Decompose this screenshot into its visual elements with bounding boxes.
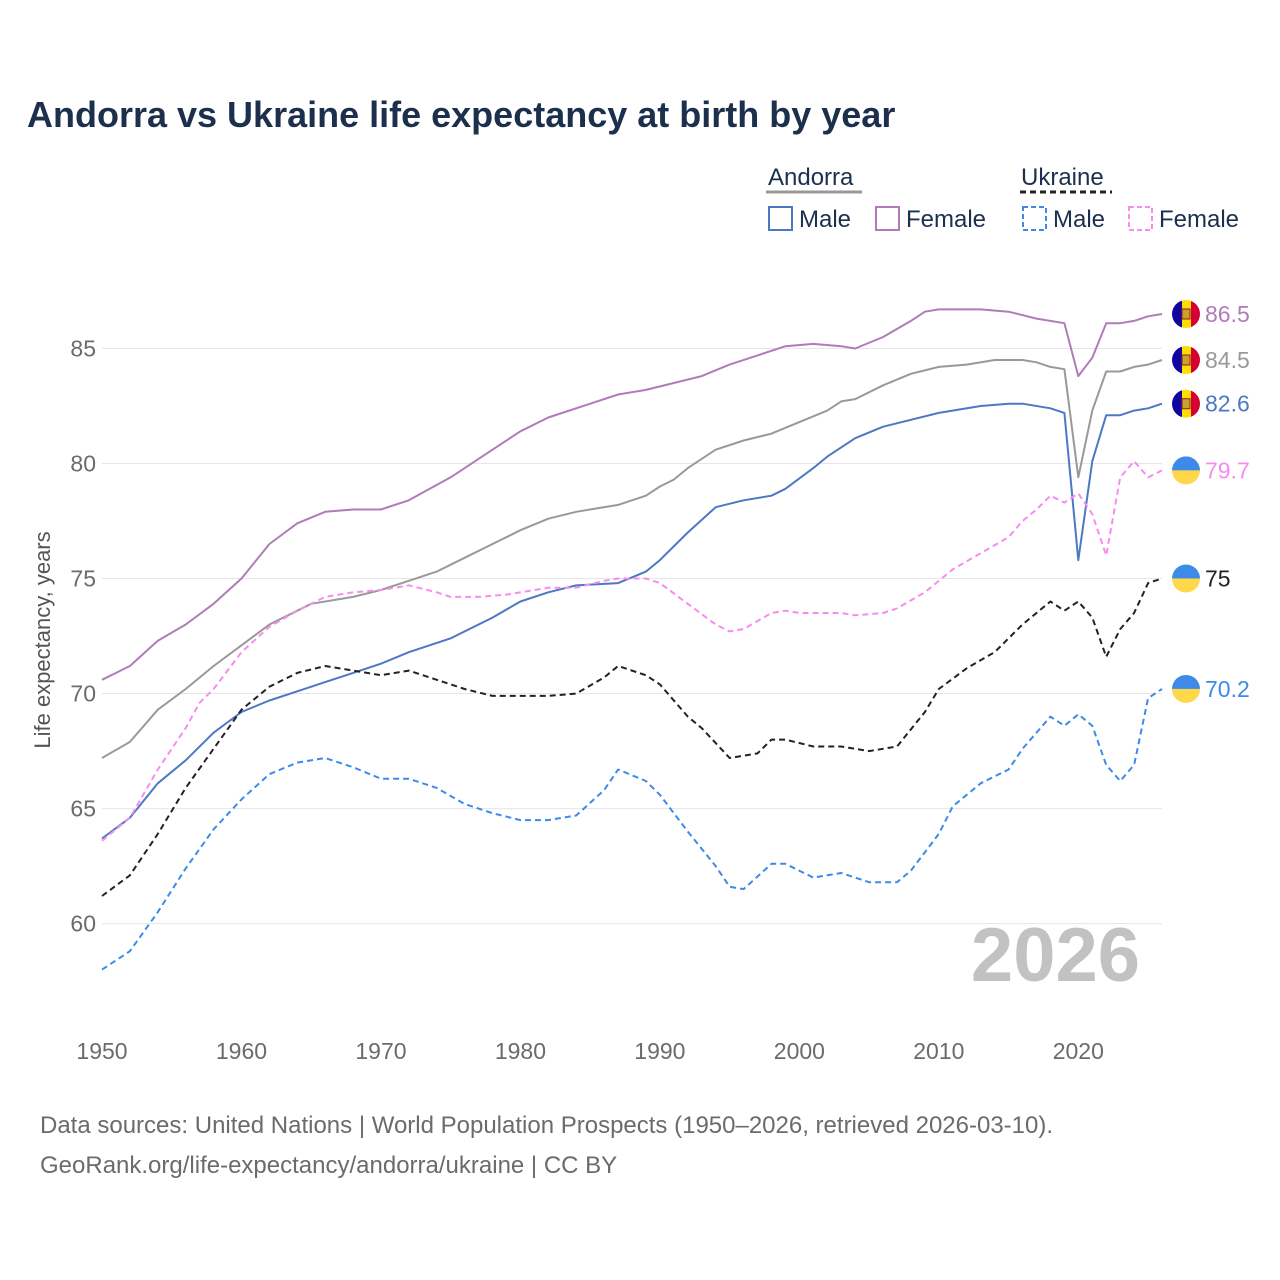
flag-coat-of-arms xyxy=(1181,308,1191,320)
y-tick-label: 75 xyxy=(70,566,96,592)
chart-title: Andorra vs Ukraine life expectancy at bi… xyxy=(27,94,896,135)
source-line-1: Data sources: United Nations | World Pop… xyxy=(40,1112,1054,1139)
flag-stripe-red xyxy=(1191,300,1200,329)
x-tick-label: 1980 xyxy=(495,1038,546,1064)
y-axis-label: Life expectancy, years xyxy=(30,531,55,748)
end-value-label-ukraine-total: 75 xyxy=(1205,566,1231,592)
x-tick-label: 2000 xyxy=(774,1038,825,1064)
flag-stripe-blue xyxy=(1172,674,1200,689)
x-tick-label: 1970 xyxy=(355,1038,406,1064)
legend-ukraine-male-label: Male xyxy=(1053,206,1105,233)
year-watermark: 2026 xyxy=(971,913,1140,998)
series-line-andorra-female xyxy=(101,308,1163,681)
flag-stripes xyxy=(1172,564,1200,593)
end-value-label-andorra-total: 84.5 xyxy=(1205,347,1250,373)
flag-stripe-blue xyxy=(1172,456,1200,471)
end-value-label-andorra-female: 86.5 xyxy=(1205,301,1250,327)
y-tick-label: 80 xyxy=(70,451,96,477)
series-line-ukraine-male xyxy=(101,688,1163,971)
flag-stripe-yellow xyxy=(1172,578,1200,593)
end-value-label-ukraine-female: 79.7 xyxy=(1205,457,1250,483)
flag-stripe-blue xyxy=(1172,346,1182,375)
flag-stripes xyxy=(1172,300,1200,329)
flag-icon-andorra xyxy=(1172,300,1200,329)
flag-stripe-yellow xyxy=(1172,688,1200,703)
y-tick-label: 85 xyxy=(70,336,96,362)
flag-stripe-blue xyxy=(1172,300,1182,329)
flag-stripe-blue xyxy=(1172,389,1182,418)
legend: Andorra Ukraine Male Female Male Female xyxy=(766,164,1239,233)
flag-icon-andorra xyxy=(1172,389,1200,418)
flag-stripes xyxy=(1172,456,1200,485)
flag-icon-ukraine xyxy=(1172,456,1200,485)
x-tick-label: 2020 xyxy=(1053,1038,1104,1064)
series-line-andorra-male xyxy=(101,402,1163,840)
grid-lines xyxy=(102,348,1162,925)
x-tick-label: 2010 xyxy=(913,1038,964,1064)
y-axis-ticks: 60 65 70 75 80 85 xyxy=(70,336,96,937)
source-line-2: GeoRank.org/life-expectancy/andorra/ukra… xyxy=(40,1152,618,1179)
legend-ukraine-female-swatch xyxy=(1128,206,1153,231)
series-line-ukraine-total xyxy=(101,577,1163,897)
x-axis-ticks: 1950 1960 1970 1980 1990 2000 2010 2020 xyxy=(76,1038,1103,1064)
flag-stripe-red xyxy=(1191,389,1200,418)
x-tick-label: 1990 xyxy=(634,1038,685,1064)
legend-andorra-female-swatch xyxy=(875,206,900,231)
legend-andorra-male-label: Male xyxy=(799,206,851,233)
flag-icon-ukraine xyxy=(1172,674,1200,703)
legend-andorra-label: Andorra xyxy=(768,164,854,191)
end-labels: 86.5 84.5 82.6 79.7 75 70.2 xyxy=(1172,300,1250,703)
y-tick-label: 65 xyxy=(70,796,96,822)
flag-coat-of-arms xyxy=(1181,398,1191,410)
source-note: Data sources: United Nations | World Pop… xyxy=(40,1106,1053,1186)
x-tick-label: 1960 xyxy=(216,1038,267,1064)
flag-icon-andorra xyxy=(1172,346,1200,375)
end-value-label-ukraine-male: 70.2 xyxy=(1205,676,1250,702)
flag-stripe-blue xyxy=(1172,564,1200,579)
flag-coat-of-arms xyxy=(1181,354,1191,366)
legend-ukraine-label: Ukraine xyxy=(1021,164,1104,191)
series-lines xyxy=(101,308,1163,971)
series-line-ukraine-female xyxy=(101,460,1163,842)
flag-stripes xyxy=(1172,674,1200,703)
legend-andorra-female-label: Female xyxy=(906,206,986,233)
flag-stripe-red xyxy=(1191,346,1200,375)
end-value-label-andorra-male: 82.6 xyxy=(1205,391,1250,417)
series-line-andorra-total xyxy=(101,359,1163,759)
flag-stripes xyxy=(1172,346,1200,375)
y-tick-label: 70 xyxy=(70,681,96,707)
y-tick-label: 60 xyxy=(70,911,96,937)
legend-andorra-male-swatch xyxy=(768,206,793,231)
legend-ukraine-male-swatch xyxy=(1022,206,1047,231)
flag-stripe-yellow xyxy=(1172,470,1200,485)
flag-stripes xyxy=(1172,389,1200,418)
x-tick-label: 1950 xyxy=(76,1038,127,1064)
flag-icon-ukraine xyxy=(1172,564,1200,593)
legend-ukraine-female-label: Female xyxy=(1159,206,1239,233)
